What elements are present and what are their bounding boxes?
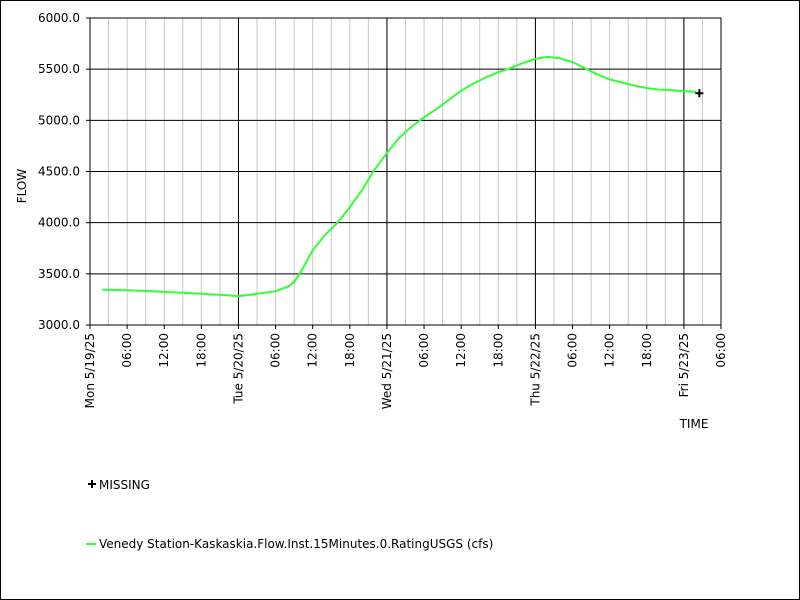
y-tick-label: 4500.0 — [38, 165, 80, 179]
x-tick-label: 18:00 — [491, 333, 505, 368]
x-tick-label: 06:00 — [120, 333, 134, 368]
y-tick-label: 3500.0 — [38, 267, 80, 281]
y-tick-label: 4000.0 — [38, 216, 80, 230]
x-tick-label: 06:00 — [566, 333, 580, 368]
legend-series-label: Venedy Station-Kaskaskia.Flow.Inst.15Min… — [99, 537, 493, 551]
missing-marker-icon — [88, 480, 96, 488]
x-tick-label: Wed 5/21/25 — [380, 333, 394, 409]
x-axis-label: TIME — [679, 417, 709, 431]
y-axis-ticks: 3000.0 3500.0 4000.0 4500.0 5000.0 5500.0 6000… — [38, 11, 90, 332]
y-tick-label: 5000.0 — [38, 113, 80, 127]
x-tick-label: 12:00 — [603, 333, 617, 368]
grid-layer — [89, 17, 722, 326]
legend-series: Venedy Station-Kaskaskia.Flow.Inst.15Min… — [86, 537, 493, 551]
series-line — [102, 55, 697, 298]
y-tick-label: 6000.0 — [38, 11, 80, 25]
x-tick-label: Thu 5/22/25 — [528, 333, 542, 407]
x-tick-label: 06:00 — [417, 333, 431, 368]
x-tick-label: 12:00 — [306, 333, 320, 368]
y-axis-label: FLOW — [15, 169, 29, 204]
x-tick-label: Fri 5/23/25 — [677, 333, 691, 397]
series-layer — [102, 55, 704, 298]
x-tick-label: 18:00 — [194, 333, 208, 368]
x-tick-label: Tue 5/20/25 — [231, 333, 245, 405]
y-tick-label: 5500.0 — [38, 62, 80, 76]
legend-missing-label: MISSING — [99, 478, 150, 492]
x-tick-label: 18:00 — [640, 333, 654, 368]
x-tick-label: Mon 5/19/25 — [83, 333, 97, 408]
x-axis-ticks: Mon 5/19/25 06:00 12:00 18:00 Tue 5/20/25 06:… — [83, 325, 728, 409]
y-tick-label: 3000.0 — [38, 318, 80, 332]
legend-missing: MISSING — [88, 478, 150, 492]
x-tick-label: 06:00 — [714, 333, 728, 368]
x-tick-label: 12:00 — [454, 333, 468, 368]
missing-point-marker — [695, 89, 704, 98]
x-tick-label: 12:00 — [157, 333, 171, 368]
x-tick-label: 06:00 — [269, 333, 283, 368]
x-tick-label: 18:00 — [343, 333, 357, 368]
